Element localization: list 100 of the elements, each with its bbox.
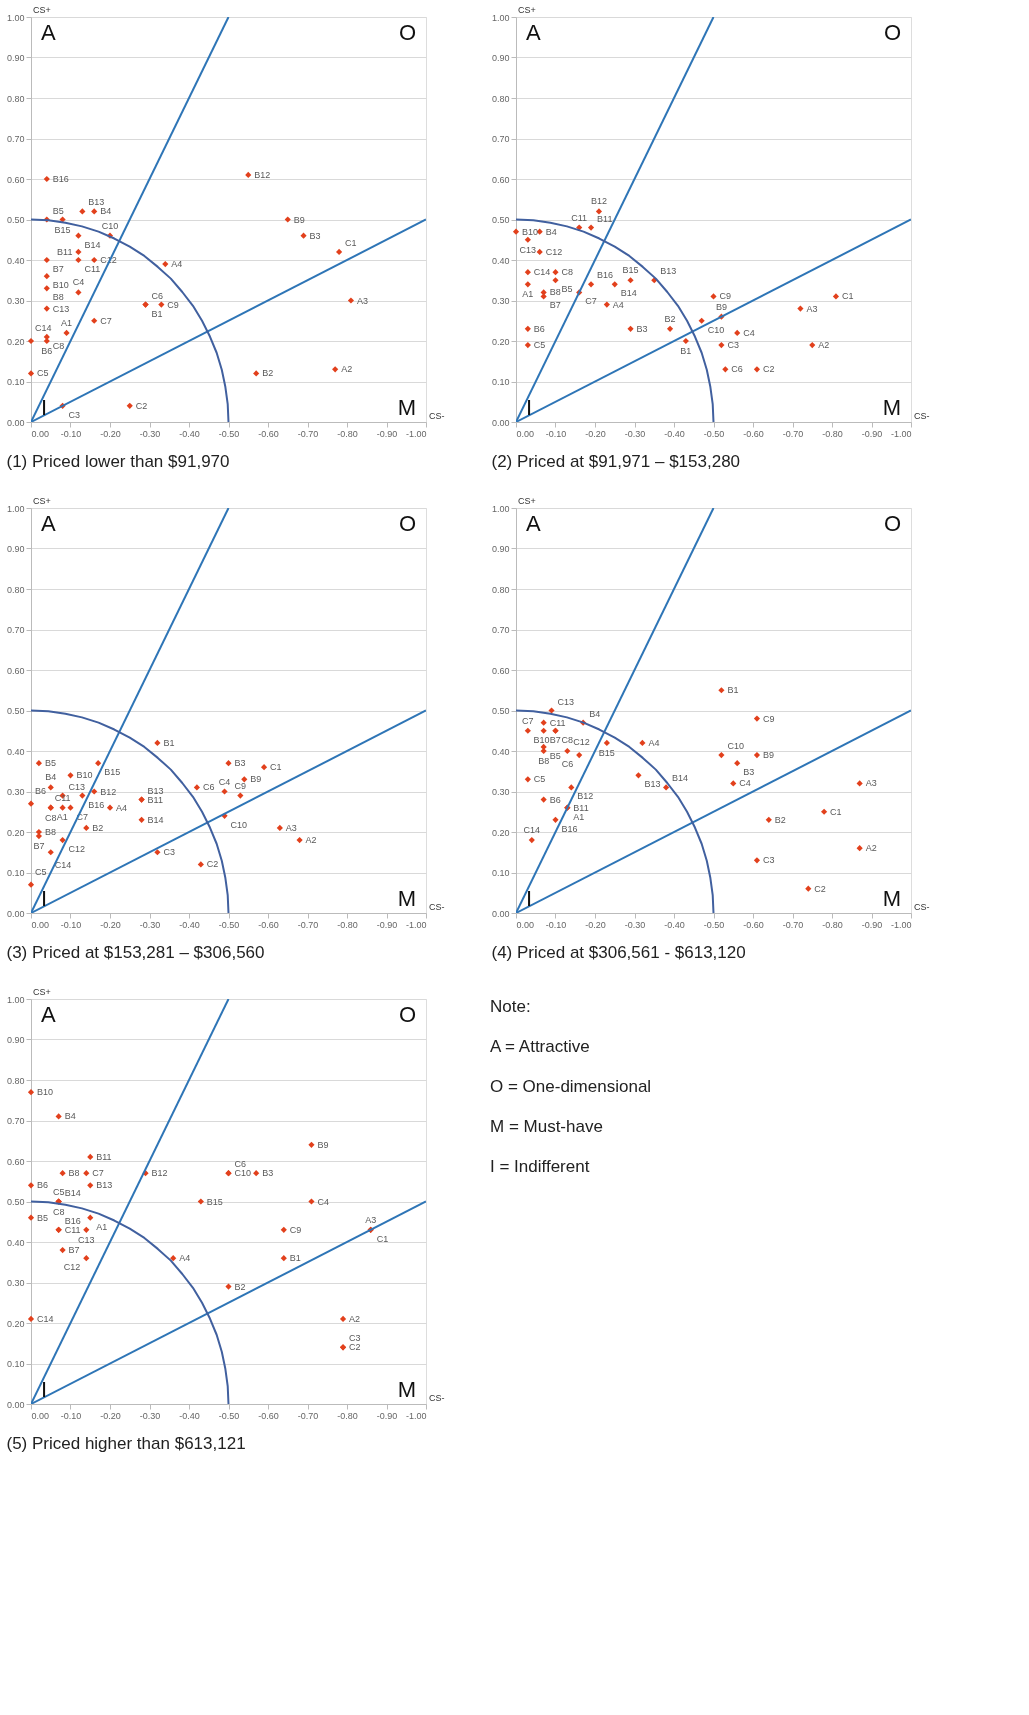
x-tick-label: 0.00 [516, 428, 535, 439]
y-tick-label: 0.00 [491, 417, 510, 428]
x-tick-label: -0.30 [139, 919, 161, 930]
y-tick-label: 0.90 [6, 1035, 25, 1045]
annotation: O [398, 511, 416, 536]
annotation: M [882, 395, 901, 420]
data-label: C7 [585, 296, 597, 307]
y-tick-label: 0.40 [491, 746, 510, 757]
x-tick-label: -0.80 [822, 919, 843, 930]
data-label: B5 [561, 284, 573, 295]
text: I = Indifferent [490, 1157, 590, 1176]
data-label: C11 [64, 1224, 81, 1235]
y-tick-label: 0.70 [6, 625, 25, 635]
data-label: B12 [100, 786, 117, 797]
data-label: B2 [262, 368, 274, 379]
data-label: C6 [731, 364, 743, 375]
data-label: B15 [54, 224, 71, 235]
data-label: B3 [234, 758, 246, 769]
data-label: B8 [68, 1168, 80, 1179]
data-label: B4 [100, 206, 112, 217]
x-tick-label: -0.70 [297, 428, 319, 439]
data-label: C4 [739, 778, 751, 789]
annotation: A [41, 511, 56, 536]
data-label: C10 [101, 220, 119, 231]
x-tick-label: -0.50 [703, 428, 725, 439]
annotation: A [526, 511, 541, 536]
data-label: C14 [54, 860, 72, 871]
data-label: A3 [365, 1214, 377, 1225]
data-label: C10 [230, 819, 248, 830]
x-axis-title: CS- [429, 902, 445, 912]
y-tick-label: 0.60 [491, 665, 510, 676]
data-label: C14 [533, 267, 551, 278]
y-tick-label: 0.40 [6, 1237, 25, 1248]
x-tick-label: -0.50 [218, 428, 240, 439]
data-label: C13 [78, 1234, 95, 1245]
x-tick-label: -0.90 [376, 428, 398, 439]
data-label: B2 [234, 1281, 246, 1292]
data-label: C1 [841, 291, 854, 302]
data-label: B15 [206, 1196, 223, 1207]
y-axis-title: CS+ [33, 5, 51, 15]
y-tick-label: 0.00 [6, 417, 25, 428]
data-label: B16 [64, 1215, 81, 1226]
data-label: A2 [349, 1313, 361, 1324]
data-label: C14 [37, 1313, 54, 1324]
data-label: B3 [262, 1168, 274, 1179]
data-label: A1 [522, 289, 534, 300]
data-label: C7 [92, 1168, 104, 1179]
data-label: C14 [523, 825, 541, 836]
y-tick-label: 0.40 [491, 255, 510, 266]
x-axis-title: CS- [429, 1393, 445, 1403]
data-label: C6 [151, 290, 164, 301]
data-label: C13 [519, 244, 537, 255]
data-label: C2 [349, 1342, 361, 1353]
y-tick-label: 0.30 [491, 787, 510, 797]
data-label: C4 [743, 327, 755, 338]
data-label: A2 [818, 340, 830, 351]
x-tick-label: -0.10 [60, 919, 82, 930]
text: O = One-dimensional [490, 1077, 652, 1096]
x-tick-label: -0.80 [337, 428, 358, 439]
y-tick-label: 0.70 [491, 625, 510, 635]
data-label: B15 [598, 747, 615, 758]
x-tick-label: -0.50 [703, 919, 725, 930]
x-tick-label: -1.00 [405, 919, 427, 930]
data-label: C10 [707, 324, 725, 335]
x-tick-label: -0.40 [664, 428, 685, 439]
x-tick-label: 0.00 [516, 919, 535, 930]
x-tick-label: -1.00 [405, 428, 427, 439]
data-label: B14 [147, 814, 164, 825]
data-label: C6 [202, 782, 215, 793]
data-label: B12 [577, 791, 594, 802]
data-label: B16 [597, 270, 614, 281]
data-label: C8 [52, 1206, 65, 1217]
annotation: I [526, 395, 533, 420]
x-tick-label: -0.30 [624, 428, 646, 439]
data-label: A3 [865, 778, 877, 789]
text: A = Attractive [490, 1037, 590, 1056]
data-label: B12 [254, 169, 271, 180]
data-label: C9 [167, 299, 179, 310]
data-label: A2 [305, 835, 317, 846]
x-tick-label: 0.00 [31, 919, 50, 930]
y-tick-label: 0.10 [6, 1359, 25, 1369]
data-label: C2 [135, 400, 148, 411]
y-tick-label: 0.00 [491, 908, 510, 919]
data-label: B5 [37, 1212, 49, 1223]
x-tick-label: -0.40 [179, 919, 200, 930]
y-tick-label: 0.50 [6, 215, 25, 225]
data-label: C8 [44, 812, 57, 823]
x-tick-label: -0.20 [100, 428, 121, 439]
x-tick-label: -0.80 [337, 1410, 358, 1421]
y-tick-label: 0.80 [6, 93, 25, 104]
x-tick-label: -0.30 [139, 1410, 161, 1421]
y-tick-label: 0.90 [6, 544, 25, 554]
data-label: B4 [64, 1111, 76, 1122]
x-tick-label: 0.00 [31, 428, 50, 439]
x-tick-label: -0.10 [60, 428, 82, 439]
y-tick-label: 0.20 [491, 827, 510, 838]
y-tick-label: 0.90 [491, 544, 510, 554]
x-axis-title: CS- [914, 411, 930, 421]
data-label: B9 [762, 750, 774, 761]
data-label: B13 [147, 785, 164, 796]
